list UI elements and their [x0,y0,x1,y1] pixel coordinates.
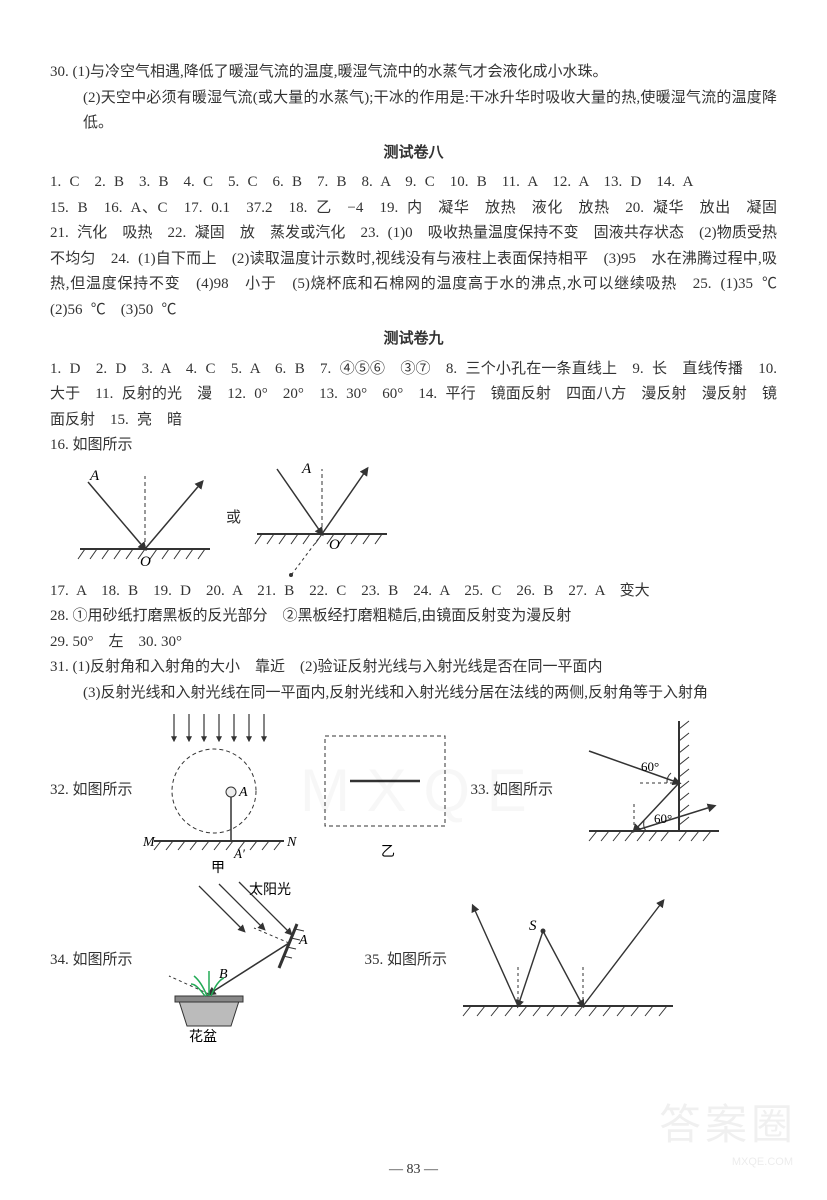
q33-label: 33. 如图所示 [471,778,554,804]
q16-label: 16. 如图所示 [50,433,777,459]
fig32-M: M [142,835,156,850]
fig32-yi: 乙 [305,716,465,866]
q30-p1: 30. (1)与冷空气相遇,降低了暖湿气流的温度,暖湿气流中的水蒸气才会液化成小… [50,60,777,86]
fig33-60b: 60° [654,811,672,826]
fig16b-O: O [329,537,340,553]
test9-line17: 17. A 18. B 19. D 20. A 21. B 22. C 23. … [50,579,777,605]
fig34-A: A [298,933,308,948]
q30-p2: (2)天空中必须有暖湿气流(或大量的水蒸气);干冰的作用是:干冰升华时吸收大量的… [50,86,777,137]
fig16-a: A O [70,464,220,574]
q34-label: 34. 如图所示 [50,948,133,974]
test9-title: 测试卷九 [50,327,777,353]
fig34-35-row: 34. 如图所示 太阳光 A B [50,876,777,1046]
fig32-N: N [286,835,297,850]
q31a-text: 31. (1)反射角和入射角的大小 靠近 (2)验证反射光线与入射光线是否在同一… [50,659,602,675]
fig32-33-row: 32. 如图所示 A [50,706,777,876]
page-number: — 83 — [0,1158,827,1182]
q32-label: 32. 如图所示 [50,778,133,804]
test9-line1: 1. D 2. D 3. A 4. C 5. A 6. B 7. ④⑤⑥ ③⑦ … [50,357,777,434]
q31b: (3)反射光线和入射光线在同一平面内,反射光线和入射光线分居在法线的两侧,反射角… [50,681,777,707]
fig16b-A: A [301,461,312,477]
fig33: 60° 60° [559,711,729,871]
q35-label: 35. 如图所示 [365,948,448,974]
fig34: 太阳光 A B [139,876,359,1046]
q30-p1-text: (1)与冷空气相遇,降低了暖湿气流的温度,暖湿气流中的水蒸气才会液化成小水珠。 [73,64,608,80]
fig35: S [453,886,683,1036]
fig16a-A: A [89,468,100,484]
fig35-S: S [529,918,537,934]
q29: 29. 50° 左 30. 30° [50,630,777,656]
fig16a-O: O [140,554,151,570]
watermark-corner: 答案圈 [659,1089,797,1160]
q30-num: 30. [50,64,69,80]
fig16-b: A O [247,459,397,579]
fig34-pot: 花盆 [189,1029,217,1045]
fig32-yi-label: 乙 [381,844,395,860]
fig33-60a: 60° [641,759,659,774]
fig16-row: A O 或 A O [50,459,777,579]
fig16-or: 或 [226,506,241,532]
fig32-A: A [238,785,248,800]
fig32-A2: A′ [233,846,245,861]
test8-line2: 15. B 16. A、C 17. 0.1 37.2 18. 乙 −4 19. … [50,196,777,324]
fig34-sun: 太阳光 [249,882,291,898]
q31a: 31. (1)反射角和入射角的大小 靠近 (2)验证反射光线与入射光线是否在同一… [50,655,777,681]
fig32-jia-label: 甲 [211,861,225,876]
test8-line1: 1. C 2. B 3. B 4. C 5. C 6. B 7. B 8. A … [50,170,777,196]
fig32-jia: A M N A′ 甲 [139,706,299,876]
test8-title: 测试卷八 [50,141,777,167]
q28: 28. ①用砂纸打磨黑板的反光部分 ②黑板经打磨粗糙后,由镜面反射变为漫反射 [50,604,777,630]
